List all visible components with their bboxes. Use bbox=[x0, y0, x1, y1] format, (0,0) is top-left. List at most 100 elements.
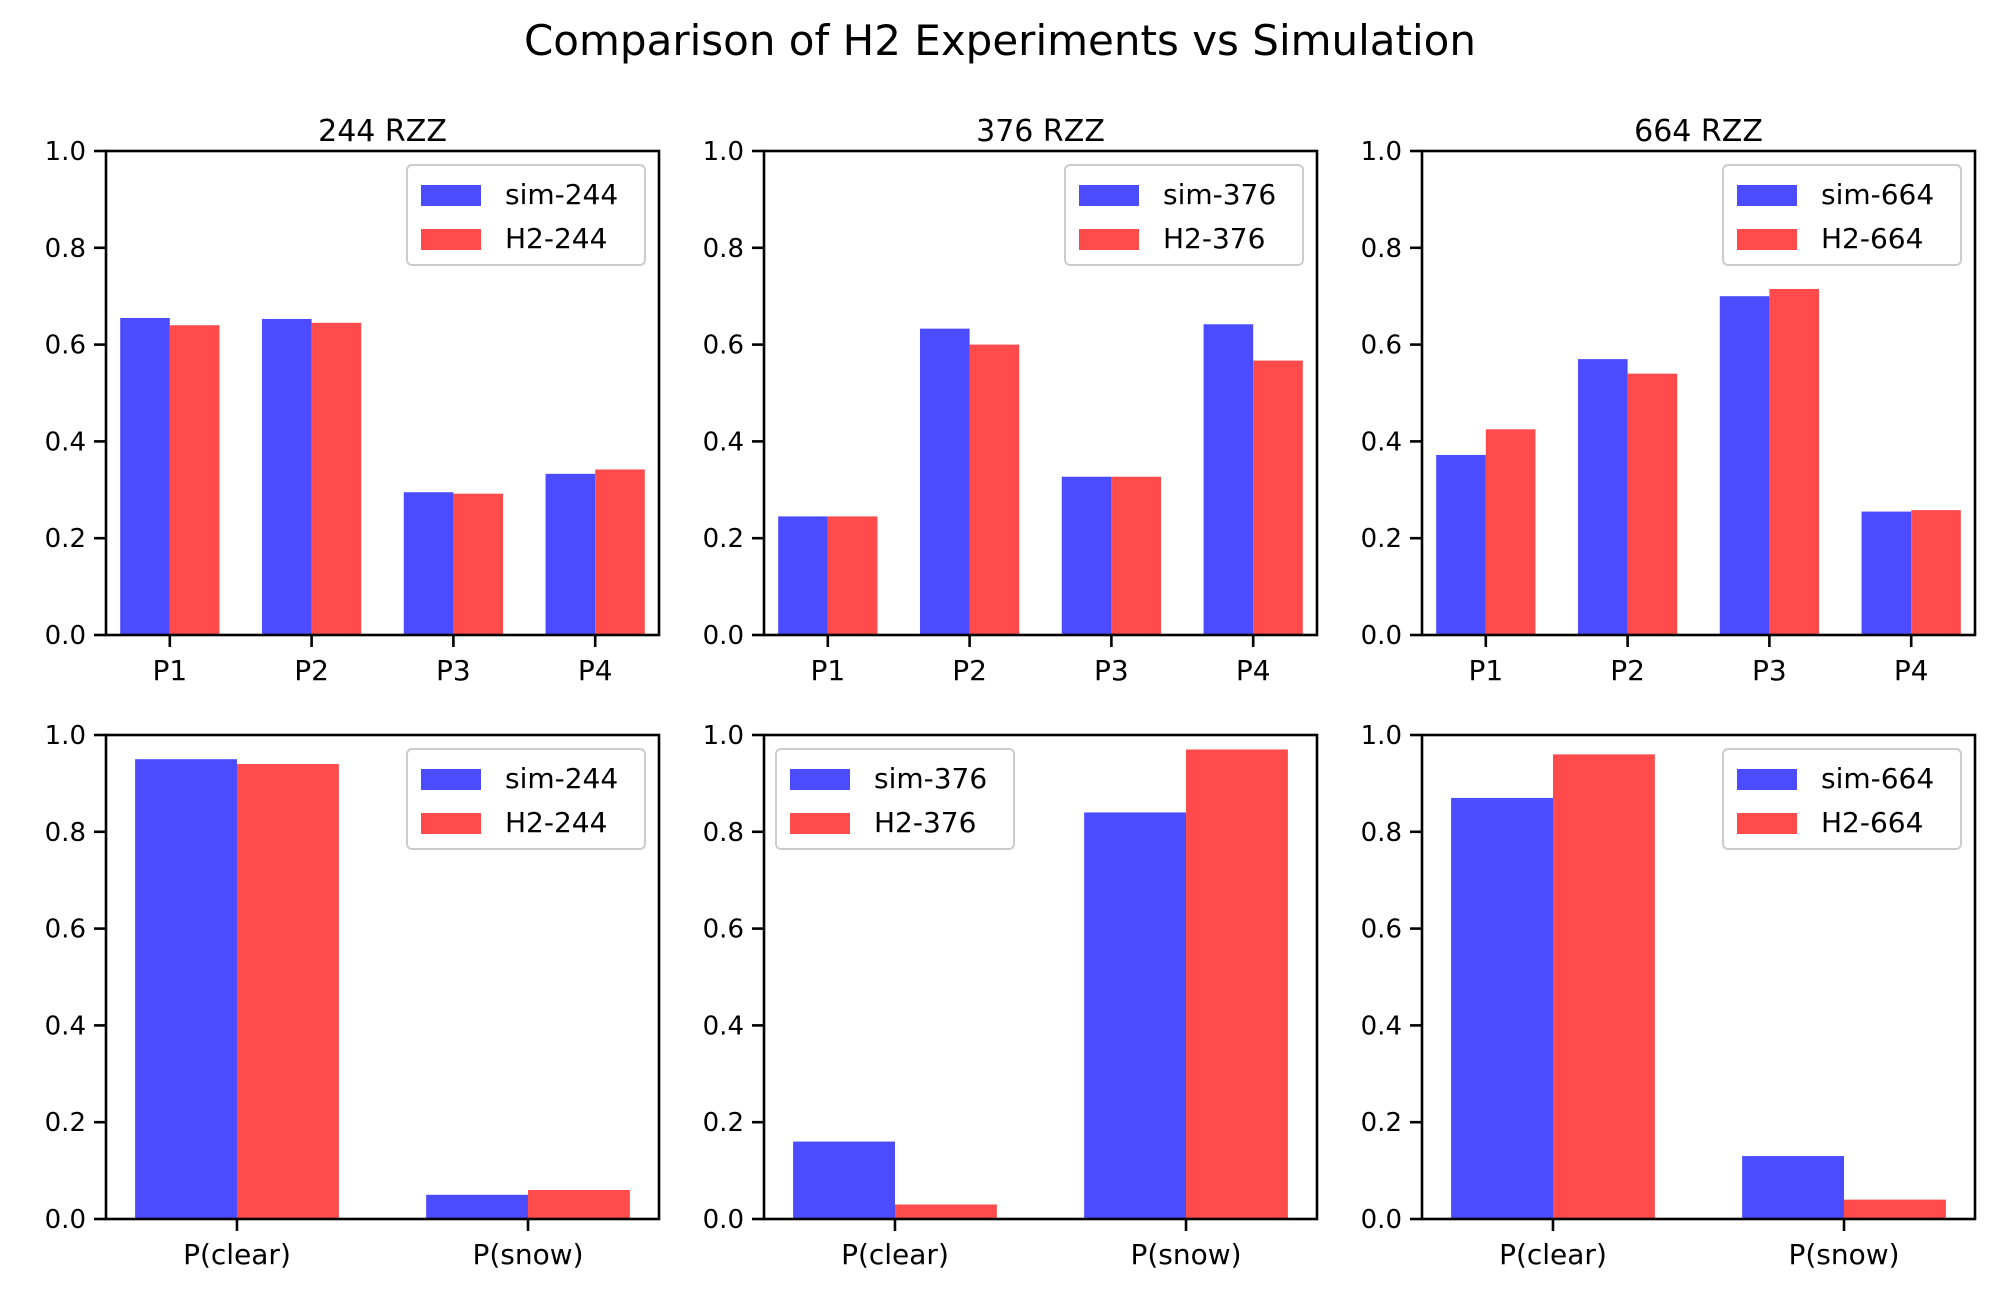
y-tick-label: 0.2 bbox=[1361, 524, 1402, 554]
legend-swatch-sim-376 bbox=[790, 769, 850, 790]
x-tick-label: P3 bbox=[436, 654, 471, 687]
y-tick-label: 0.6 bbox=[1361, 915, 1402, 945]
legend-label-sim-244: sim-244 bbox=[505, 762, 618, 795]
bar-sim-664-pclear bbox=[1451, 797, 1553, 1219]
bar-sim-244-p1 bbox=[120, 317, 170, 635]
x-tick-label: P(clear) bbox=[841, 1238, 949, 1271]
bar-sim-244-p2 bbox=[261, 318, 312, 635]
panel-title: 664 RZZ bbox=[1634, 114, 1763, 149]
legend-swatch-H2-664 bbox=[1737, 229, 1797, 250]
bar-H2-376-p2 bbox=[969, 344, 1020, 635]
y-tick-label: 0.4 bbox=[1361, 1011, 1402, 1041]
y-tick-label: 0.8 bbox=[1361, 234, 1402, 264]
bar-sim-376-p1 bbox=[778, 516, 828, 635]
bar-sim-376-psnow bbox=[1084, 812, 1187, 1219]
bar-H2-376-pclear bbox=[894, 1204, 997, 1219]
x-tick-label: P2 bbox=[952, 654, 987, 687]
y-tick-label: 0.2 bbox=[1361, 1108, 1402, 1138]
bar-H2-244-p4 bbox=[595, 469, 645, 635]
panel-title: 376 RZZ bbox=[976, 114, 1105, 149]
chart-panel-4: 0.0 0.2 0.4 0.6 0.8 1.0 P(clear) P(snow) sim-244… bbox=[45, 721, 661, 1271]
x-tick-label: P(clear) bbox=[183, 1238, 291, 1271]
bar-H2-244-p2 bbox=[311, 322, 362, 635]
y-tick-label: 1.0 bbox=[703, 137, 744, 167]
bar-sim-664-p1 bbox=[1436, 454, 1486, 635]
bar-H2-664-p3 bbox=[1769, 288, 1820, 635]
legend-swatch-sim-664 bbox=[1737, 185, 1797, 206]
x-tick-label: P4 bbox=[578, 654, 613, 687]
x-tick-label: P(snow) bbox=[1788, 1238, 1899, 1271]
y-tick-label: 0.8 bbox=[703, 818, 744, 848]
legend-swatch-H2-376 bbox=[790, 813, 850, 834]
y-tick-label: 0.4 bbox=[703, 1011, 744, 1041]
legend: sim-664 H2-664 bbox=[1722, 164, 1962, 266]
y-tick-label: 1.0 bbox=[703, 721, 744, 751]
legend: sim-376 H2-376 bbox=[1064, 164, 1304, 266]
bar-H2-244-psnow bbox=[528, 1189, 630, 1219]
x-tick-label: P2 bbox=[1610, 654, 1645, 687]
x-tick-label: P3 bbox=[1094, 654, 1129, 687]
y-tick-label: 1.0 bbox=[1361, 137, 1402, 167]
y-tick-label: 0.8 bbox=[1361, 818, 1402, 848]
legend-swatch-sim-376 bbox=[1079, 185, 1139, 206]
panel-title: 244 RZZ bbox=[318, 114, 447, 149]
legend-swatch-H2-244 bbox=[421, 229, 481, 250]
x-tick-label: P4 bbox=[1894, 654, 1929, 687]
legend-label-sim-376: sim-376 bbox=[874, 762, 987, 795]
axes-frame bbox=[762, 733, 1319, 1221]
legend-label-H2-376: H2-376 bbox=[1163, 222, 1265, 255]
bar-H2-664-pclear bbox=[1552, 754, 1655, 1219]
figure-title: Comparison of H2 Experiments vs Simulati… bbox=[523, 16, 1476, 65]
bar-sim-376-pclear bbox=[793, 1141, 895, 1219]
legend: sim-376 H2-376 bbox=[775, 748, 1015, 850]
legend-swatch-sim-664 bbox=[1737, 769, 1797, 790]
chart-panel-1: 0.0 0.2 0.4 0.6 0.8 1.0 P1 P2 P3 P4 244 RZZ sim-244… bbox=[45, 114, 661, 687]
y-tick-label: 0.6 bbox=[1361, 331, 1402, 361]
y-tick-label: 0.6 bbox=[703, 915, 744, 945]
y-tick-label: 0.2 bbox=[45, 1108, 86, 1138]
chart-panel-5: 0.0 0.2 0.4 0.6 0.8 1.0 P(clear) P(snow) sim-376… bbox=[703, 721, 1319, 1271]
bar-sim-244-pclear bbox=[135, 759, 237, 1219]
bar-sim-244-p4 bbox=[545, 473, 596, 635]
bar-sim-376-p3 bbox=[1061, 476, 1112, 635]
y-tick-label: 1.0 bbox=[1361, 721, 1402, 751]
axes-frame bbox=[762, 149, 1319, 637]
legend-label-sim-664: sim-664 bbox=[1821, 178, 1934, 211]
bar-H2-664-psnow bbox=[1844, 1199, 1946, 1219]
axes-frame bbox=[104, 733, 661, 1221]
legend-swatch-H2-664 bbox=[1737, 813, 1797, 834]
y-tick-label: 0.6 bbox=[703, 331, 744, 361]
x-tick-label: P(snow) bbox=[472, 1238, 583, 1271]
y-tick-label: 1.0 bbox=[45, 721, 86, 751]
x-tick-label: P4 bbox=[1236, 654, 1271, 687]
y-tick-label: 0.2 bbox=[703, 524, 744, 554]
y-tick-label: 0.8 bbox=[45, 818, 86, 848]
y-tick-label: 0.0 bbox=[45, 621, 86, 651]
legend-label-H2-244: H2-244 bbox=[505, 222, 607, 255]
bar-H2-376-psnow bbox=[1186, 749, 1288, 1219]
legend-swatch-sim-244 bbox=[421, 185, 481, 206]
bar-sim-664-p2 bbox=[1577, 359, 1628, 635]
bar-H2-376-p4 bbox=[1253, 360, 1303, 635]
chart-panel-2: 0.0 0.2 0.4 0.6 0.8 1.0 P1 P2 P3 P4 376 RZZ sim-376… bbox=[703, 114, 1319, 687]
x-tick-label: P(clear) bbox=[1499, 1238, 1607, 1271]
legend-label-H2-664: H2-664 bbox=[1821, 222, 1923, 255]
x-tick-label: P1 bbox=[810, 654, 845, 687]
x-tick-label: P(snow) bbox=[1130, 1238, 1241, 1271]
bar-H2-244-pclear bbox=[236, 764, 339, 1219]
bar-sim-244-psnow bbox=[426, 1194, 529, 1219]
y-tick-label: 0.8 bbox=[703, 234, 744, 264]
bar-sim-376-p2 bbox=[919, 328, 970, 635]
chart-panel-3: 0.0 0.2 0.4 0.6 0.8 1.0 P1 P2 P3 P4 664 RZZ sim-664… bbox=[1361, 114, 1977, 687]
axes-frame bbox=[1420, 733, 1977, 1221]
y-tick-label: 0.4 bbox=[703, 427, 744, 457]
x-tick-label: P1 bbox=[1468, 654, 1503, 687]
bar-H2-244-p3 bbox=[453, 493, 504, 635]
x-tick-label: P1 bbox=[152, 654, 187, 687]
y-tick-label: 0.0 bbox=[703, 1205, 744, 1235]
axes-frame bbox=[104, 149, 661, 637]
y-tick-label: 0.4 bbox=[45, 427, 86, 457]
bar-H2-664-p1 bbox=[1485, 429, 1536, 635]
bar-H2-244-p1 bbox=[169, 325, 220, 635]
